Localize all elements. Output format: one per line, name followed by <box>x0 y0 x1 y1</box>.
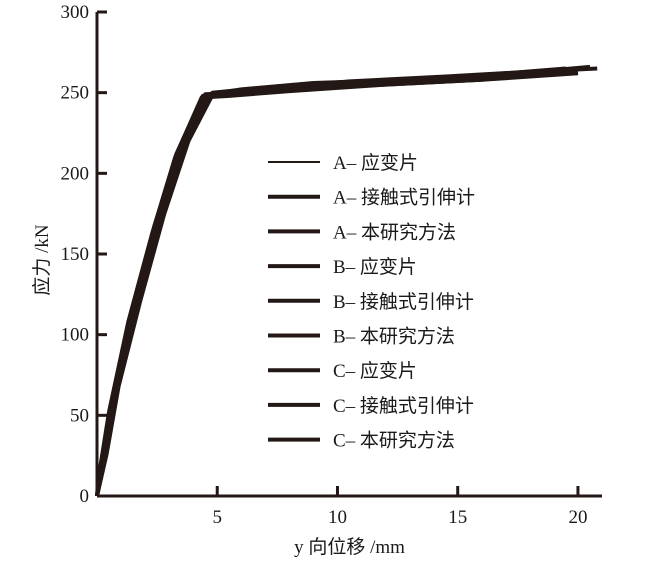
y-tick-label-0: 0 <box>80 486 90 507</box>
legend-label-4: B– 应变片 <box>333 256 417 278</box>
y-tick-label-200: 200 <box>61 163 90 184</box>
x-tick-label-10: 10 <box>328 507 347 528</box>
x-tick-label-20: 20 <box>568 507 587 528</box>
y-tick-label-50: 50 <box>70 405 89 426</box>
series-line-5 <box>95 69 543 497</box>
y-tick-label-300: 300 <box>61 2 90 23</box>
x-tick-label-15: 15 <box>448 507 467 528</box>
y-tick-label-150: 150 <box>61 244 90 265</box>
series-line-6 <box>95 72 531 497</box>
legend-label-1: A– 应变片 <box>333 152 418 174</box>
x-tick-label-5: 5 <box>212 507 222 528</box>
legend: A– 应变片 A– 接触式引伸计 A– 本研究方法 B– 应变片 B– 接触式引伸计 B–… <box>268 152 475 452</box>
legend-label-7: C– 应变片 <box>333 360 417 382</box>
legend-label-2: A– 接触式引伸计 <box>333 187 475 209</box>
axes-layer: 0 50 100 150 200 250 300 5 10 15 20 <box>61 2 602 528</box>
series-layer <box>95 64 598 497</box>
series-line-2 <box>95 68 555 497</box>
y-axis-title: 应力 /kN <box>31 224 53 296</box>
legend-label-8: C– 接触式引伸计 <box>333 395 474 417</box>
series-line-8 <box>95 66 598 497</box>
legend-label-5: B– 接触式引伸计 <box>333 291 474 313</box>
legend-label-6: B– 本研究方法 <box>333 326 455 348</box>
series-line-9 <box>95 68 574 497</box>
x-axis-title: y 向位移 /mm <box>294 536 405 558</box>
y-tick-label-250: 250 <box>61 83 90 104</box>
legend-label-3: A– 本研究方法 <box>333 221 456 243</box>
legend-label-9: C– 本研究方法 <box>333 430 455 452</box>
series-line-3 <box>95 66 567 497</box>
y-tick-label-100: 100 <box>61 325 90 346</box>
